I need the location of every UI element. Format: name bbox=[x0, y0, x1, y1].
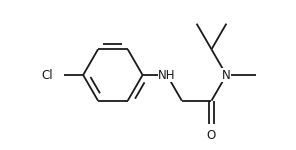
Text: O: O bbox=[207, 129, 216, 142]
Text: Cl: Cl bbox=[42, 69, 54, 81]
Text: N: N bbox=[222, 69, 231, 81]
Text: NH: NH bbox=[158, 69, 176, 81]
